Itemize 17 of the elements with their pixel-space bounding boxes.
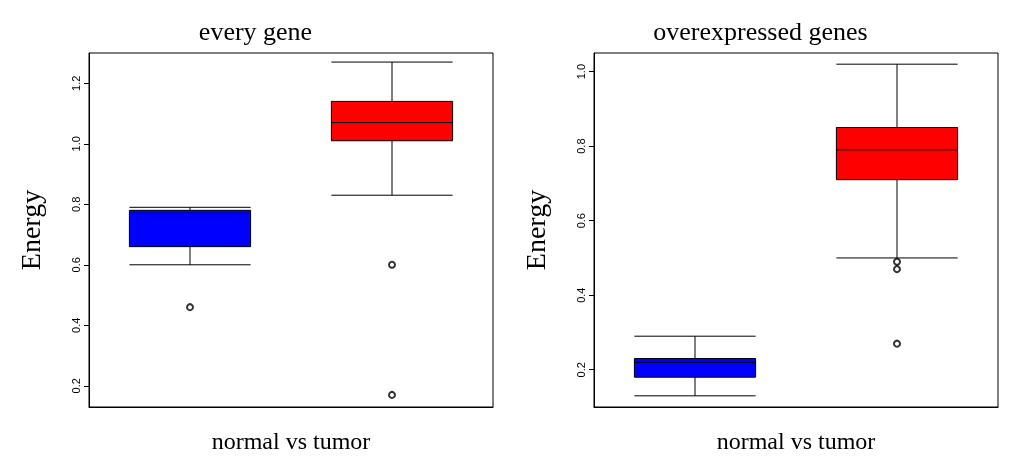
y-tick-label: 0.2 bbox=[69, 378, 82, 394]
y-tick-label: 0.4 bbox=[574, 287, 587, 303]
chart-title: every gene bbox=[198, 16, 313, 46]
y-tick-label: 1.2 bbox=[69, 75, 82, 91]
x-axis-title: normal vs tumor bbox=[716, 428, 876, 454]
y-tick-label: 0.8 bbox=[574, 138, 587, 154]
y-tick-label: 0.4 bbox=[69, 317, 82, 333]
y-tick-label: 0.2 bbox=[574, 362, 587, 378]
y-axis-title: Energy bbox=[14, 189, 46, 271]
chart-title: overexpressed genes bbox=[653, 16, 868, 46]
y-tick-label: 1.0 bbox=[574, 63, 587, 80]
y-tick-label: 0.6 bbox=[69, 257, 82, 273]
y-tick-label: 0.6 bbox=[574, 213, 587, 229]
y-tick-label: 1.0 bbox=[69, 136, 82, 152]
y-tick-label: 0.8 bbox=[69, 196, 82, 212]
y-axis-title: Energy bbox=[519, 189, 551, 271]
x-axis-title: normal vs tumor bbox=[211, 428, 371, 454]
